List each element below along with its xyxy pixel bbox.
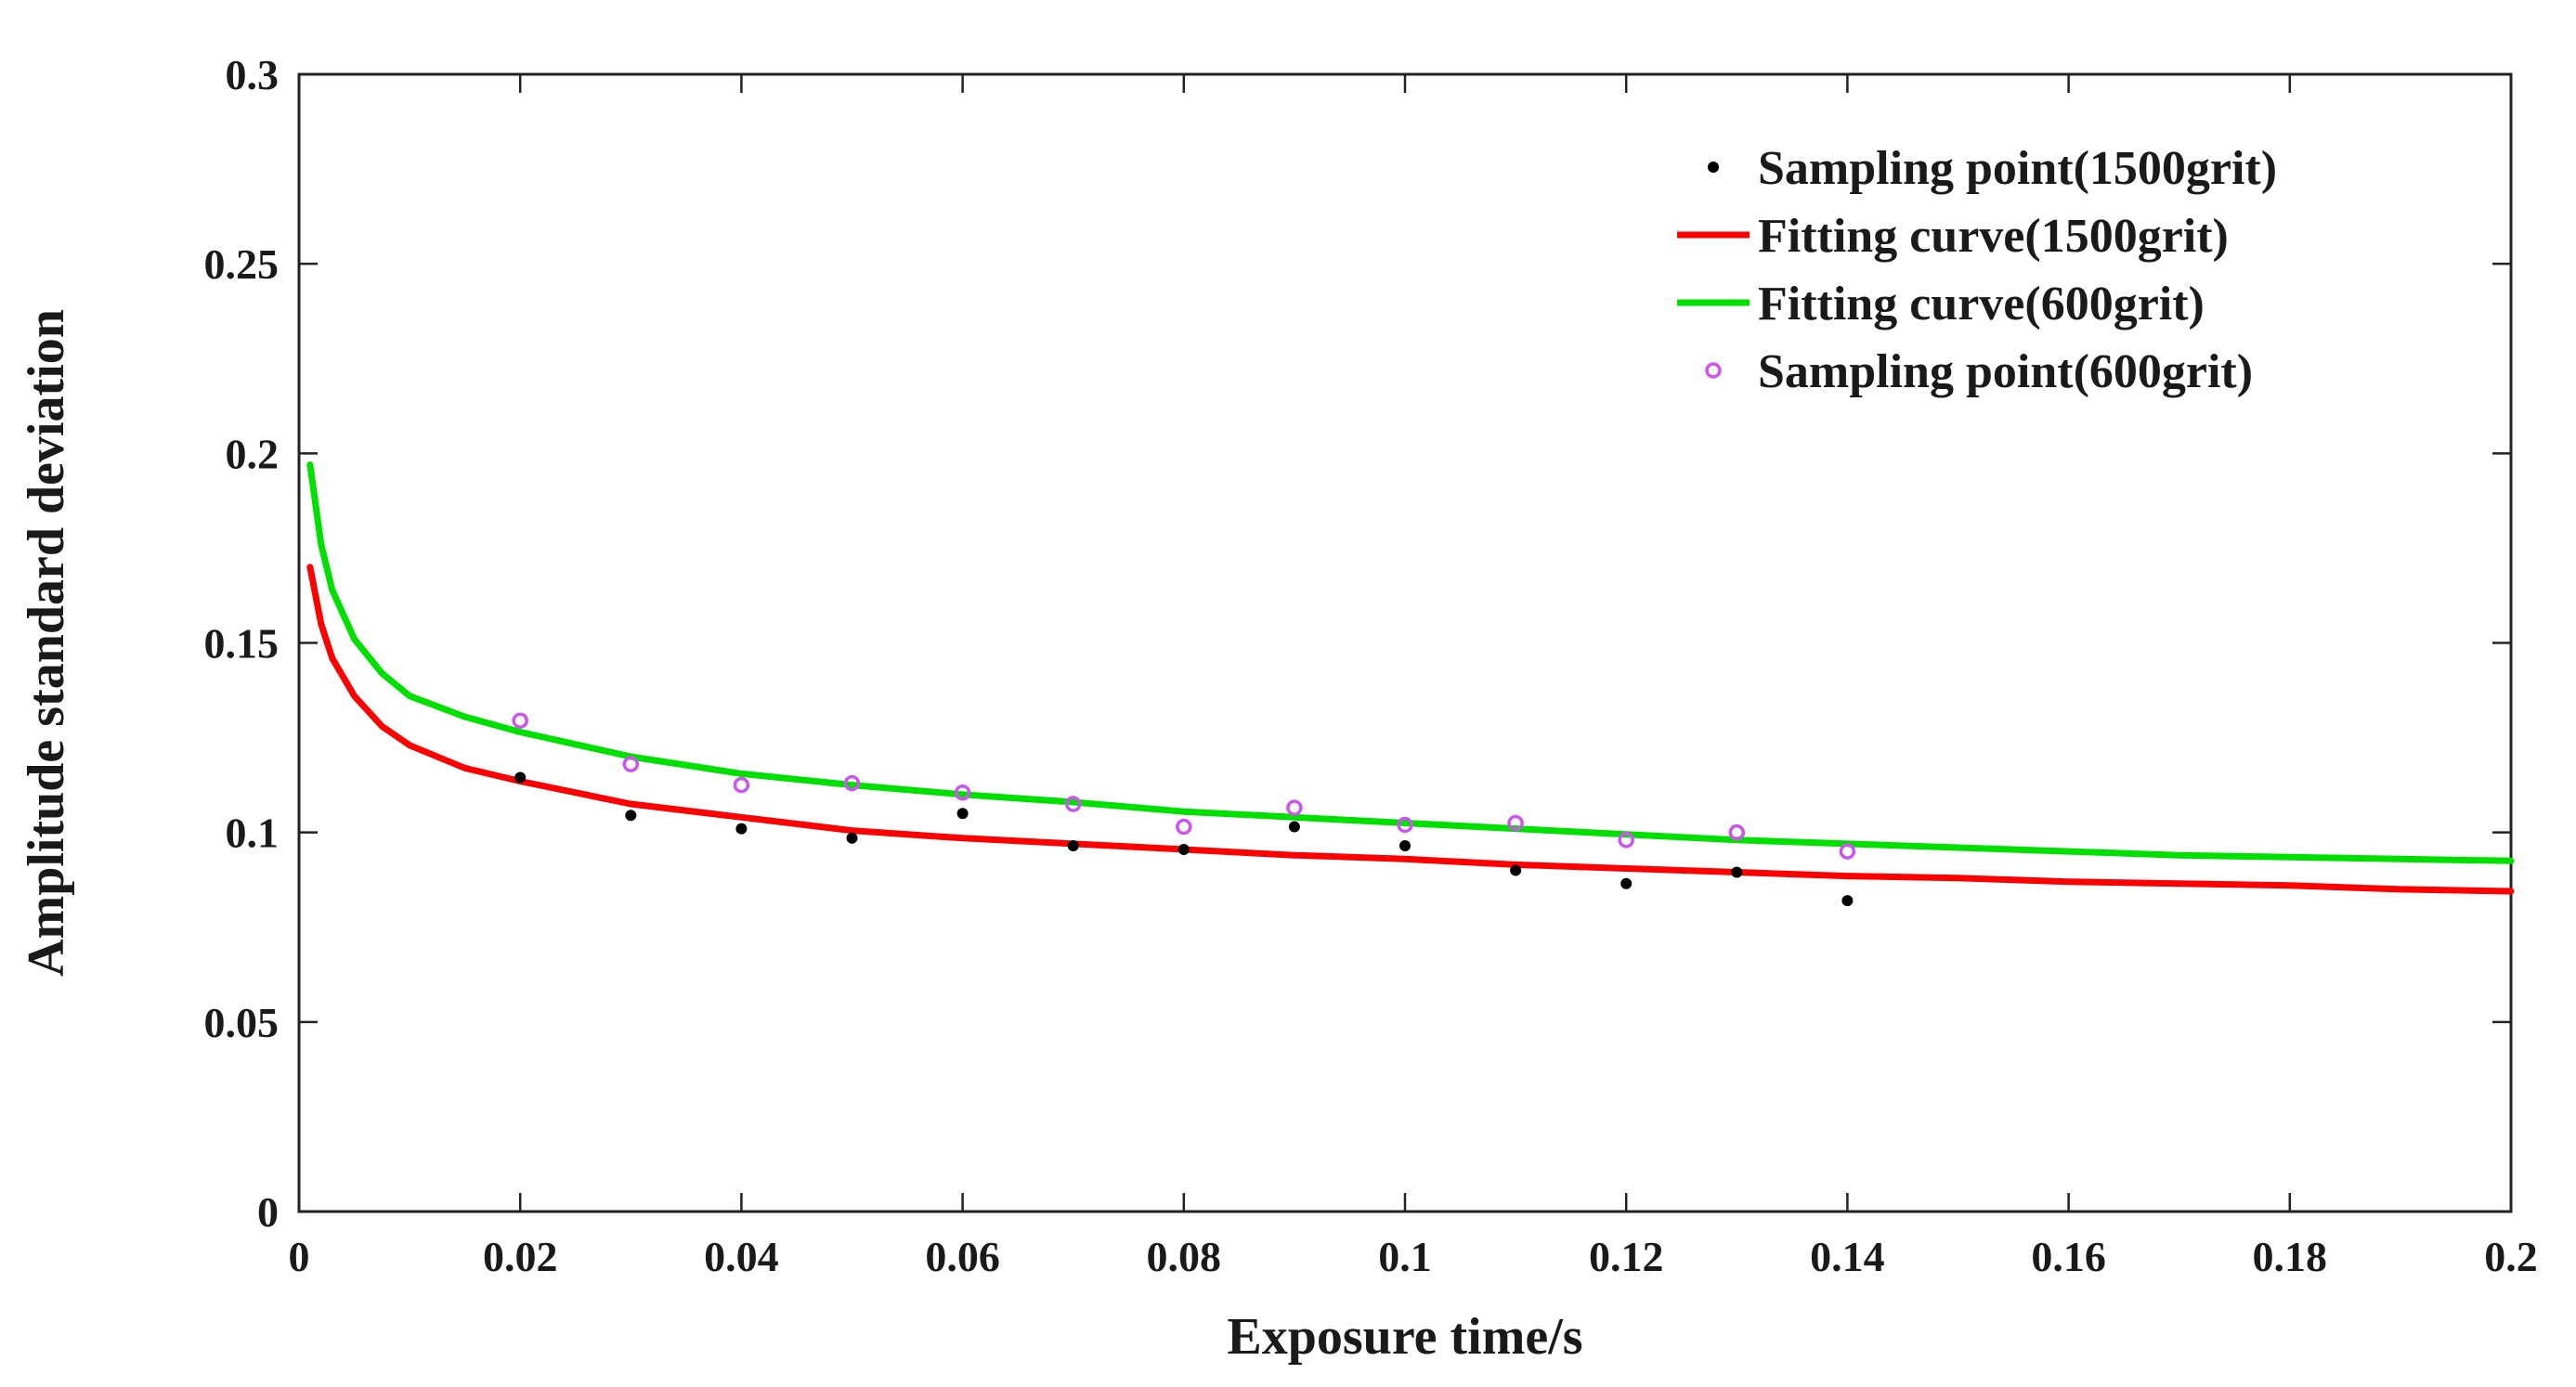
x-tick-label: 0.08 — [1147, 1233, 1222, 1280]
legend: Sampling point(1500grit) Fitting curve(15… — [1677, 142, 2277, 398]
point-sampling-point-600grit — [843, 774, 861, 792]
y-axis-title: Amplitude standard deviation — [18, 309, 75, 977]
y-tick-label: 0.1 — [226, 810, 280, 857]
x-tick-label: 0.18 — [2253, 1233, 2328, 1280]
tick-labels: 0 0.02 0.04 0.06 0.08 0.1 0.12 0.14 0.16 0.18 0.2 0… — [204, 51, 2538, 1280]
point-sampling-point-600grit — [1176, 818, 1192, 836]
y-tick-label: 0.25 — [204, 240, 280, 288]
point-sampling-point-600grit — [733, 776, 750, 794]
point-sampling-point-1500grit — [1399, 839, 1411, 851]
point-sampling-point-600grit — [512, 712, 528, 729]
legend-label: Sampling point(1500grit) — [1758, 142, 2277, 195]
point-sampling-point-1500grit — [1177, 844, 1190, 856]
series-line-fitting-curve-600grit — [306, 461, 2515, 864]
point-sampling-point-600grit — [1839, 843, 1856, 860]
point-sampling-point-1500grit — [514, 771, 527, 784]
x-tick-label: 0.02 — [483, 1233, 558, 1280]
point-sampling-point-600grit — [622, 756, 640, 772]
y-tick-label: 0.2 — [226, 430, 280, 477]
legend-label: Fitting curve(1500grit) — [1758, 210, 2229, 263]
x-tick-label: 0.1 — [1378, 1233, 1432, 1280]
point-sampling-point-1500grit — [846, 832, 858, 844]
point-sampling-point-1500grit — [1288, 821, 1300, 833]
x-tick-label: 0.2 — [2484, 1233, 2538, 1280]
x-tick-label: 0.16 — [2031, 1233, 2106, 1280]
axis-ticks — [297, 72, 2513, 1213]
point-sampling-point-600grit — [1618, 832, 1634, 849]
y-tick-label: 0.05 — [204, 999, 280, 1046]
point-sampling-point-600grit — [954, 784, 971, 801]
x-axis-title: Exposure time/s — [1227, 1308, 1582, 1366]
point-sampling-point-600grit — [1507, 814, 1524, 832]
legend-label: Sampling point(600grit) — [1758, 345, 2253, 398]
point-sampling-point-1500grit — [1841, 895, 1854, 907]
legend-swatch-dot — [1708, 162, 1719, 173]
point-sampling-point-1500grit — [1067, 839, 1079, 851]
x-tick-label: 0.06 — [925, 1233, 1000, 1280]
point-sampling-point-600grit — [1064, 796, 1082, 812]
legend-swatch-circle — [1705, 362, 1722, 379]
point-sampling-point-1500grit — [1620, 877, 1633, 889]
legend-label: Fitting curve(600grit) — [1758, 278, 2205, 331]
x-tick-label: 0.14 — [1810, 1233, 1885, 1280]
point-sampling-point-600grit — [1397, 816, 1413, 834]
series-layer — [306, 461, 2515, 907]
y-tick-label: 0.3 — [226, 51, 280, 98]
point-sampling-point-1500grit — [1510, 864, 1522, 876]
point-sampling-point-1500grit — [735, 823, 748, 835]
point-sampling-point-1500grit — [625, 810, 637, 822]
point-sampling-point-1500grit — [1731, 866, 1743, 878]
x-tick-label: 0.04 — [704, 1233, 779, 1280]
series-line-fitting-curve-1500grit — [306, 564, 2515, 895]
point-sampling-point-600grit — [1728, 823, 1746, 841]
point-sampling-point-1500grit — [956, 808, 969, 820]
y-tick-label: 0 — [257, 1188, 279, 1236]
y-tick-label: 0.15 — [204, 620, 280, 668]
point-sampling-point-600grit — [1286, 799, 1303, 816]
x-tick-label: 0 — [289, 1233, 310, 1280]
x-tick-label: 0.12 — [1589, 1233, 1664, 1280]
